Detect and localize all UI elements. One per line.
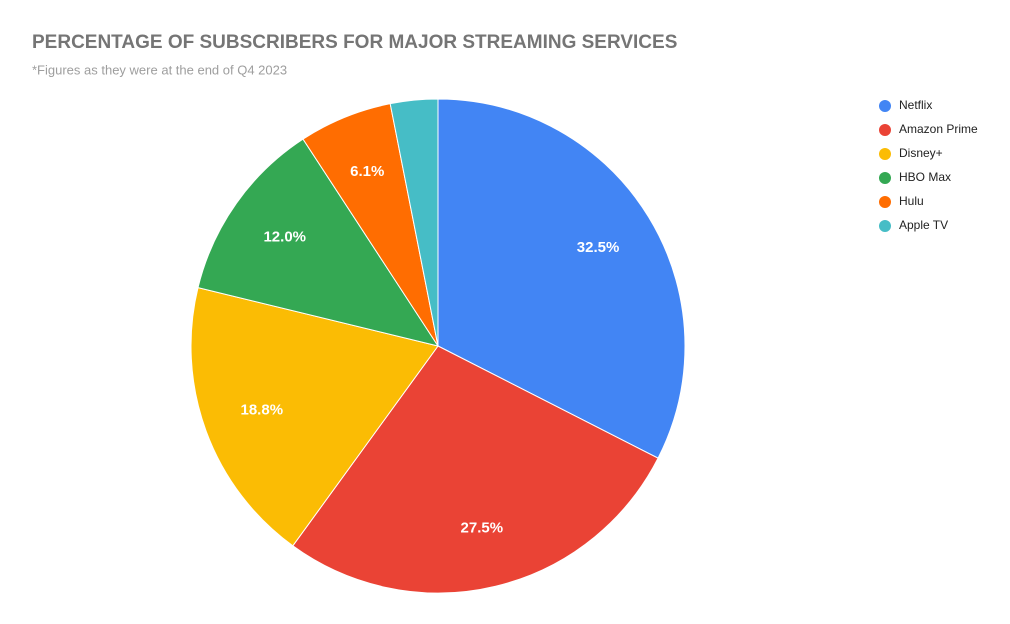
pie-slice [190, 286, 439, 547]
slice-label: 18.8% [241, 402, 284, 419]
legend-label: Apple TV [899, 218, 948, 232]
legend-swatch [879, 196, 891, 208]
slice-label: 6.1% [350, 163, 384, 180]
legend-label: Disney+ [899, 146, 943, 160]
slice-label: 27.5% [461, 520, 504, 537]
slice-label: 32.5% [577, 239, 620, 256]
legend-swatch [879, 220, 891, 232]
pie-slice [292, 345, 659, 594]
pie-slice [389, 98, 439, 347]
legend-swatch [879, 100, 891, 112]
legend-swatch [879, 148, 891, 160]
legend-label: HBO Max [899, 170, 951, 184]
chart-title: PERCENTAGE OF SUBSCRIBERS FOR MAJOR STRE… [32, 32, 677, 53]
slice-label: 12.0% [263, 229, 306, 246]
pie-slice [197, 138, 440, 347]
pie-slice [437, 98, 686, 459]
legend-swatch [879, 124, 891, 136]
legend-label: Netflix [899, 98, 932, 112]
legend-label: Amazon Prime [899, 122, 978, 136]
legend-swatch [879, 172, 891, 184]
legend-label: Hulu [899, 194, 924, 208]
chart-subtitle: *Figures as they were at the end of Q4 2… [32, 62, 287, 77]
